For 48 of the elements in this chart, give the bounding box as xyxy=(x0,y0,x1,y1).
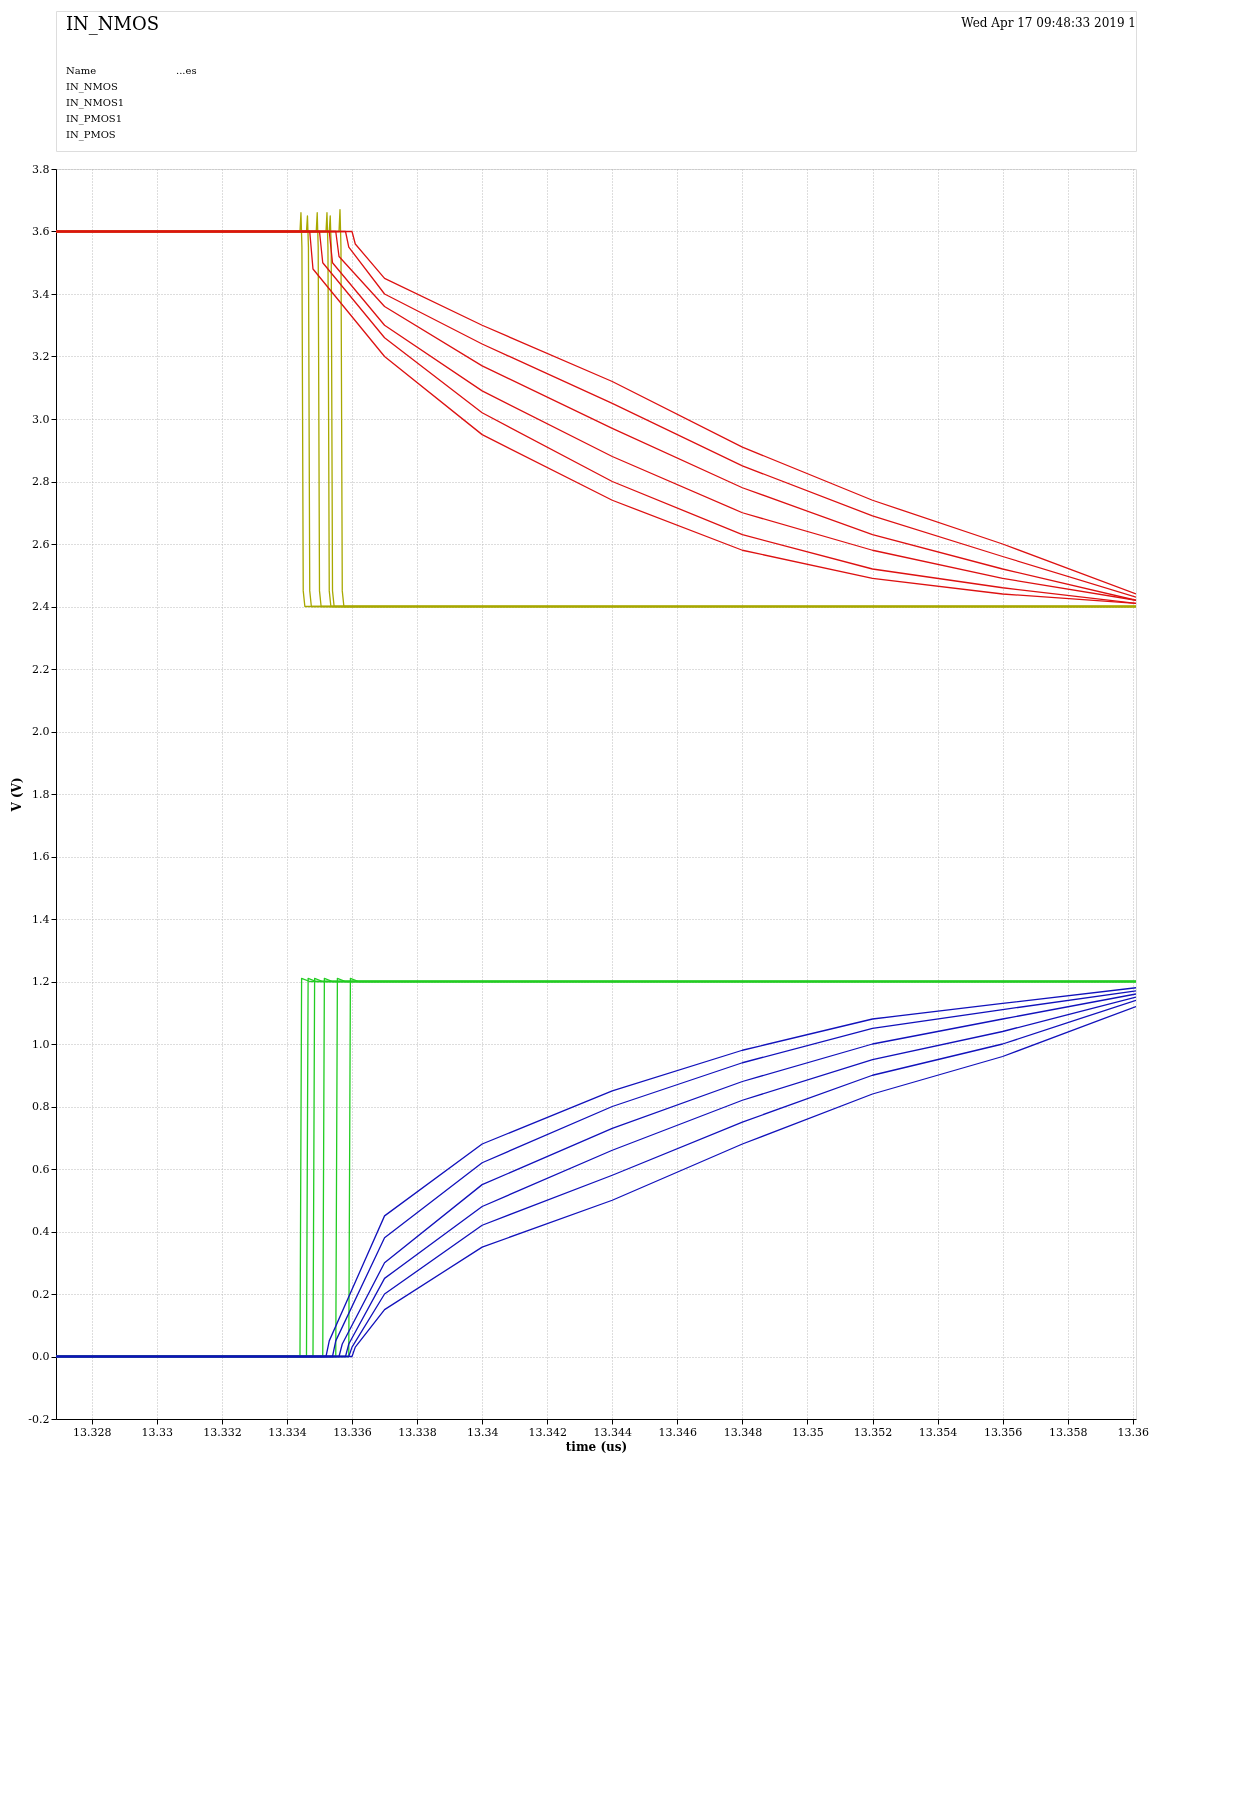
x-tick-label: 13.346 xyxy=(658,1425,698,1439)
text: IN_NMOS1 xyxy=(66,97,125,109)
text: IN_PMOS1 xyxy=(66,113,123,125)
y-tick-label: 2.6 xyxy=(32,537,50,551)
y-tick-label: 3.8 xyxy=(32,162,50,176)
text: Wed Apr 17 09:48:33 2019 1 xyxy=(961,16,1136,30)
x-tick-label: 13.334 xyxy=(268,1425,307,1439)
x-axis-title: time (us) xyxy=(565,1439,628,1454)
y-tick-label: 0.2 xyxy=(32,1287,50,1301)
y-tick-label: -0.2 xyxy=(28,1412,50,1426)
x-tick-label: 13.33 xyxy=(141,1425,174,1439)
y-tick-label: 3.0 xyxy=(32,412,50,426)
x-tick-label: 13.36 xyxy=(1117,1425,1149,1439)
y-tick-label: 1.4 xyxy=(32,912,50,926)
y-tick-label: 3.6 xyxy=(32,225,50,238)
x-tick-label: 13.35 xyxy=(792,1425,824,1439)
y-tick-label: 2.0 xyxy=(32,725,50,738)
x-tick-label: 13.338 xyxy=(398,1425,437,1439)
x-tick-label: 13.356 xyxy=(983,1425,1023,1439)
x-tick-label: 13.332 xyxy=(203,1425,242,1439)
y-tick-label: 3.4 xyxy=(32,287,50,301)
x-tick-label: 13.348 xyxy=(723,1425,763,1439)
y-tick-label: 0.4 xyxy=(32,1225,50,1238)
text: IN_PMOS xyxy=(66,129,116,141)
x-tick-label: 13.34 xyxy=(466,1425,499,1439)
x-tick-label: 13.336 xyxy=(333,1425,372,1439)
text: ...es xyxy=(176,65,197,76)
x-tick-label: 13.342 xyxy=(528,1425,567,1439)
text: Name xyxy=(66,65,97,76)
y-tick-label: 2.2 xyxy=(32,662,50,676)
chart-title: IN_NMOS xyxy=(66,13,160,35)
y-tick-label: 3.2 xyxy=(32,350,50,363)
y-tick-label: 1.6 xyxy=(32,850,50,863)
x-tick-label: 13.344 xyxy=(593,1425,633,1439)
y-tick-label: 0.6 xyxy=(32,1162,50,1176)
x-tick-label: 13.352 xyxy=(853,1425,893,1439)
y-tick-label: 0.0 xyxy=(32,1350,50,1363)
y-tick-label: 1.0 xyxy=(32,1037,50,1051)
y-tick-label: 0.8 xyxy=(32,1100,50,1113)
y-tick-label: 2.4 xyxy=(32,600,50,613)
text: IN_NMOS xyxy=(66,81,118,93)
y-tick-label: 2.8 xyxy=(32,475,50,488)
y-axis-title: V (V) xyxy=(10,777,25,813)
x-tick-label: 13.354 xyxy=(918,1425,958,1439)
x-tick-label: 13.358 xyxy=(1048,1425,1088,1439)
x-tick-label: 13.328 xyxy=(73,1425,112,1439)
y-tick-label: 1.2 xyxy=(32,975,50,988)
y-tick-label: 1.8 xyxy=(32,787,50,801)
